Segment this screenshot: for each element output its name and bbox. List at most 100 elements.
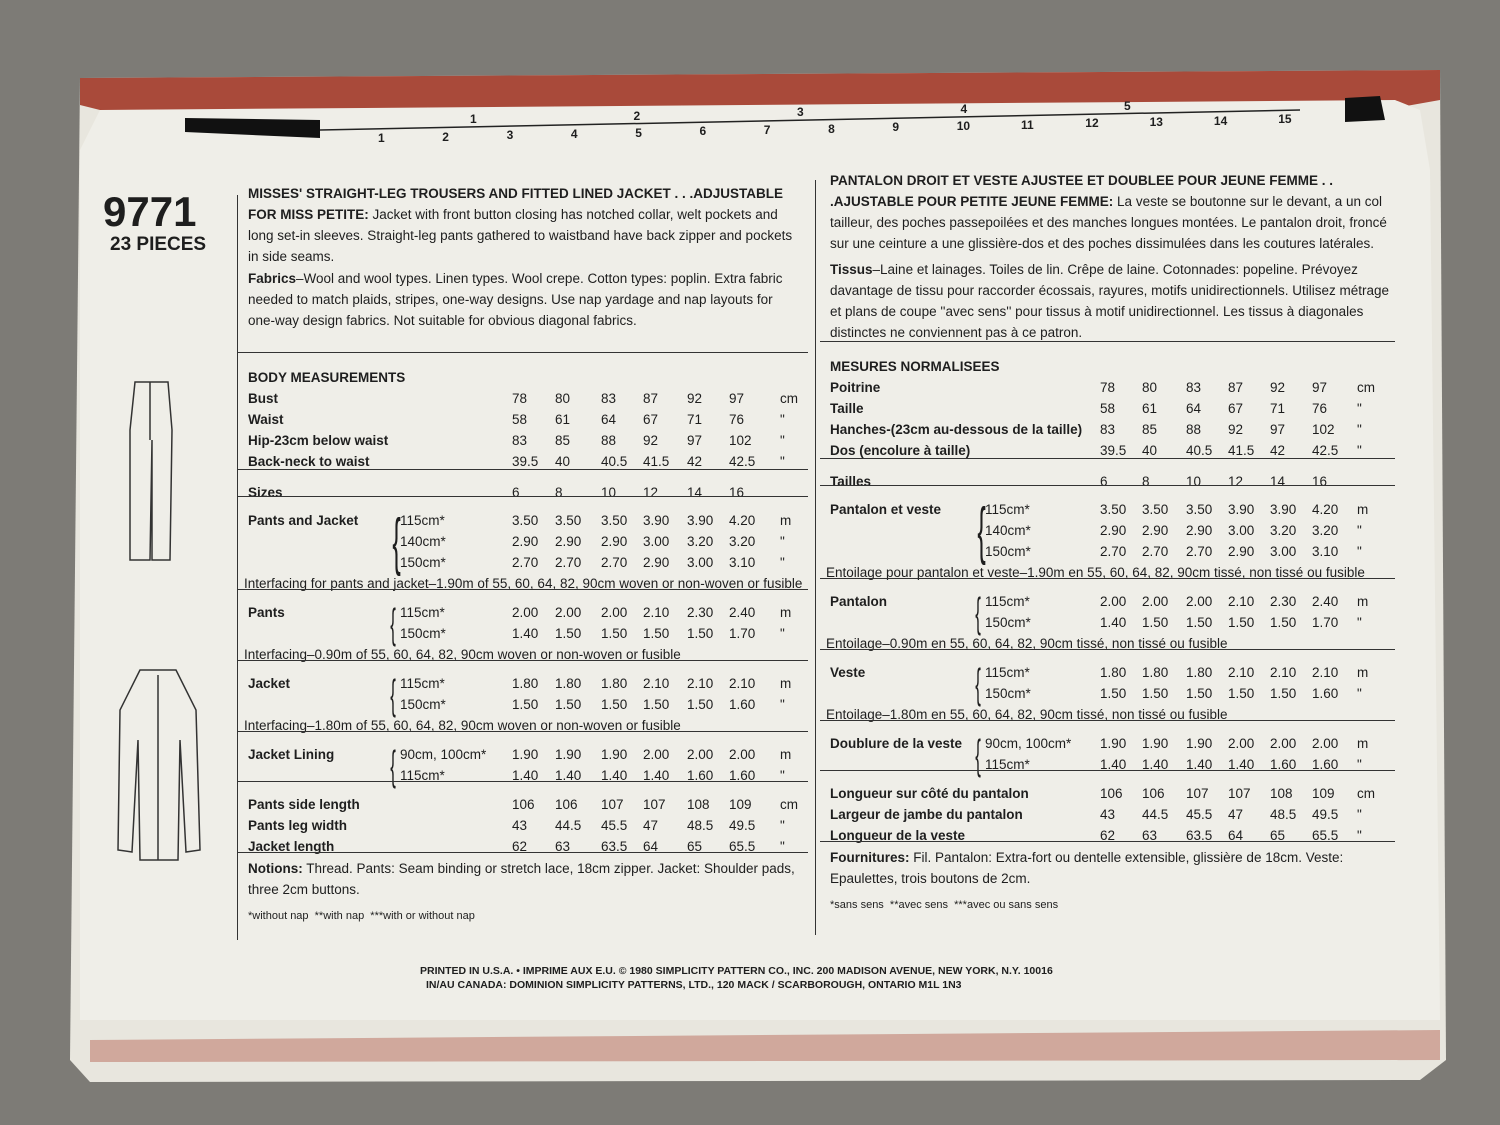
rule	[238, 352, 808, 353]
value: 1.80	[555, 676, 582, 691]
value: 63.5	[1186, 828, 1213, 843]
fabric-width: 115cm*	[400, 605, 445, 620]
value: 3.50	[555, 513, 582, 528]
value: 1.60	[1312, 757, 1339, 772]
divider	[815, 180, 816, 935]
value: 3.20	[1270, 523, 1297, 538]
ruler-inch-label: 3	[797, 105, 804, 120]
section-title: MESURES NORMALISEES	[830, 359, 1000, 374]
value: 2.10	[643, 605, 670, 620]
rule	[238, 589, 808, 590]
value: 2.00	[1142, 594, 1169, 609]
value: 71	[1270, 401, 1286, 416]
unit: m	[780, 747, 792, 762]
fabrics-text: –Laine et lainages. Toiles de lin. Crêpe…	[830, 262, 1390, 340]
unit: "	[780, 534, 785, 549]
value: 1.60	[1270, 757, 1297, 772]
value: 1.60	[729, 768, 756, 783]
fabric-width: 90cm, 100cm*	[985, 736, 1072, 751]
value: 2.90	[1100, 523, 1127, 538]
unit: m	[780, 605, 792, 620]
row-label: Dos (encolure à taille)	[830, 443, 971, 458]
rule	[238, 852, 808, 853]
value: 83	[512, 433, 528, 448]
ruler-cm-label: 2	[442, 129, 449, 144]
footnote: *without nap **with nap ***with or witho…	[248, 910, 475, 922]
notions-text: Fil. Pantalon: Extra-fort ou dentelle ex…	[830, 850, 1344, 886]
value: 64	[1186, 401, 1202, 416]
value: 45.5	[1186, 807, 1213, 822]
value: 1.40	[1100, 615, 1127, 630]
value: 3.20	[729, 534, 756, 549]
value: 10	[1186, 474, 1202, 489]
ruler-cm-label: 5	[635, 125, 642, 140]
row-label: Poitrine	[830, 380, 881, 395]
red-edge	[80, 70, 1440, 110]
value: 3.10	[729, 555, 756, 570]
value: 1.90	[1142, 736, 1169, 751]
value: 2.70	[1186, 544, 1213, 559]
interfacing-note: Interfacing for pants and jacket–1.90m o…	[244, 576, 803, 591]
value: 2.90	[1186, 523, 1213, 538]
value: 42	[687, 454, 703, 469]
value: 12	[643, 485, 659, 500]
ruler-cm-label: 8	[828, 121, 835, 136]
pattern-number: 9771	[103, 188, 197, 235]
row-label: Longueur de la veste	[830, 828, 966, 843]
brace: {	[390, 600, 396, 647]
value: 1.90	[1100, 736, 1127, 751]
ruler-cm-label: 3	[506, 128, 514, 143]
value: 97	[729, 391, 745, 406]
value: 1.40	[1142, 757, 1169, 772]
interfacing-note: Interfacing–0.90m of 55, 60, 64, 82, 90c…	[244, 647, 681, 662]
value: 1.50	[1270, 686, 1297, 701]
value: 44.5	[555, 818, 582, 833]
value: 8	[1142, 474, 1150, 489]
value: 4.20	[1312, 502, 1339, 517]
unit: cm	[1357, 380, 1375, 395]
value: 2.90	[643, 555, 670, 570]
value: 48.5	[687, 818, 714, 833]
value: 1.50	[1228, 615, 1255, 630]
value: 2.10	[1270, 665, 1297, 680]
value: 41.5	[643, 454, 670, 469]
rule	[820, 485, 1395, 486]
value: 1.40	[1186, 757, 1213, 772]
value: 2.90	[601, 534, 628, 549]
brace: {	[390, 742, 396, 789]
pants-sketch	[129, 381, 173, 561]
value: 39.5	[1100, 443, 1127, 458]
value: 1.90	[601, 747, 628, 762]
jacket-sketch	[117, 669, 201, 861]
description: La veste se boutonne sur le devant, a un…	[830, 194, 1387, 251]
value: 2.90	[555, 534, 582, 549]
value: 12	[1228, 474, 1244, 489]
unit: cm	[780, 391, 798, 406]
value: 2.10	[1228, 594, 1255, 609]
value: 40	[1142, 443, 1158, 458]
value: 63	[1142, 828, 1158, 843]
value: 3.20	[687, 534, 714, 549]
value: 87	[643, 391, 659, 406]
value: 107	[643, 797, 666, 812]
value: 1.40	[512, 768, 539, 783]
rule	[238, 469, 808, 470]
value: 1.80	[512, 676, 539, 691]
value: 40	[555, 454, 571, 469]
value: 1.90	[1186, 736, 1213, 751]
ruler-wedge	[185, 118, 320, 138]
unit: "	[1357, 686, 1362, 701]
rule	[820, 720, 1395, 721]
brace: {	[975, 589, 981, 636]
value: 3.50	[1142, 502, 1169, 517]
value: 6	[512, 485, 520, 500]
value: 109	[1312, 786, 1335, 801]
value: 2.00	[1228, 736, 1255, 751]
fabric-width: 115cm*	[985, 665, 1030, 680]
value: 4.20	[729, 513, 756, 528]
value: 64	[601, 412, 617, 427]
value: 2.10	[687, 676, 714, 691]
value: 10	[601, 485, 617, 500]
value: 1.50	[1142, 686, 1169, 701]
